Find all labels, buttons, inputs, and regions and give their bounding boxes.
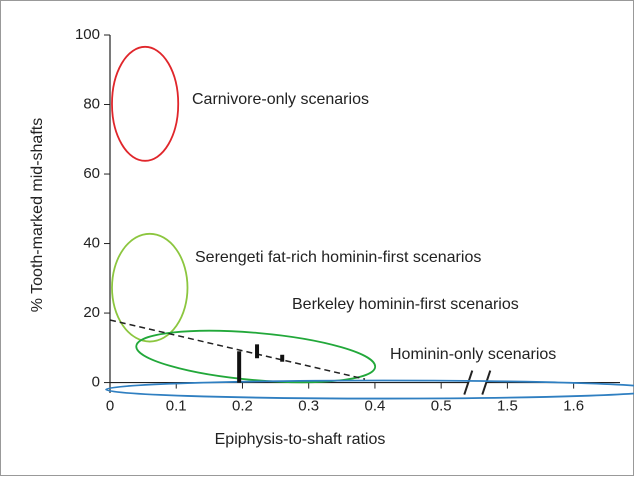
axis-break	[481, 370, 492, 395]
region-label: Berkeley hominin-first scenarios	[292, 296, 519, 313]
y-tick-label: 100	[75, 26, 100, 43]
y-tick-label: 60	[83, 165, 100, 182]
bar	[255, 344, 260, 359]
x-tick-label: 0.2	[232, 398, 253, 415]
x-tick-label: 0.5	[431, 398, 452, 415]
x-tick-label: 0.1	[166, 398, 187, 415]
region-label: Carnivore-only scenarios	[192, 91, 369, 108]
region-label: Serengeti fat-rich hominin-first scenari…	[195, 249, 481, 266]
x-tick-label: 1.6	[563, 398, 584, 415]
y-tick-label: 80	[83, 95, 100, 112]
bar	[237, 351, 242, 383]
x-axis-label: Epiphysis-to-shaft ratios	[215, 431, 386, 448]
region-ellipse	[111, 232, 189, 343]
x-tick-label: 1.5	[497, 398, 518, 415]
x-tick-label: 0.4	[365, 398, 386, 415]
y-tick-label: 40	[83, 235, 100, 252]
region-label: Hominin-only scenarios	[390, 346, 556, 363]
x-tick-label: 0	[106, 398, 114, 415]
y-tick-label: 20	[83, 304, 100, 321]
region-ellipse	[105, 379, 634, 400]
trend-line	[109, 319, 366, 380]
region-ellipse	[111, 45, 180, 162]
x-tick-label: 0.3	[298, 398, 319, 415]
y-axis-label: % Tooth-marked mid-shafts	[29, 118, 46, 312]
bar	[280, 354, 285, 362]
axis-break	[463, 370, 474, 395]
region-ellipse	[135, 329, 377, 384]
y-tick-label: 0	[92, 374, 100, 391]
